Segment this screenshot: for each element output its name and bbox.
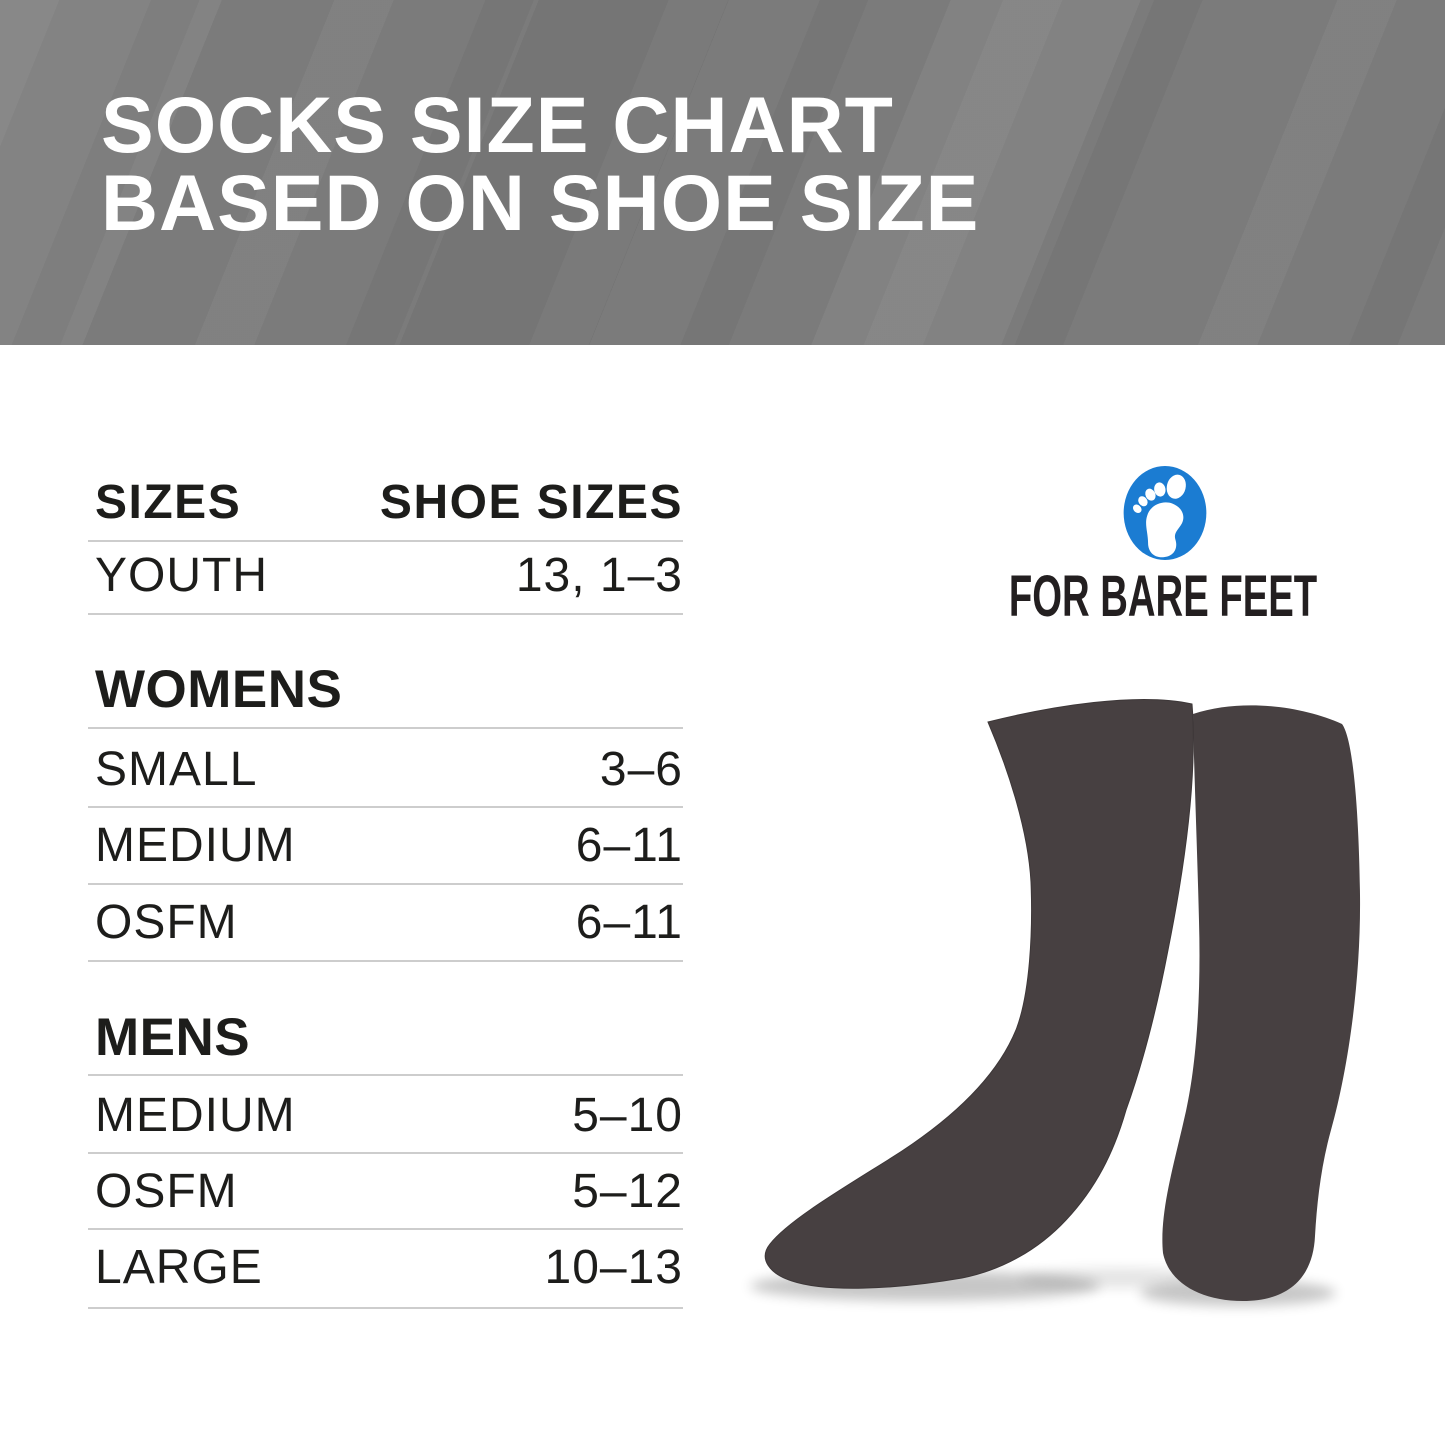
page-title-line1: SOCKS SIZE CHART	[101, 80, 894, 169]
table-row-womens-medium: MEDIUM 6–11	[95, 817, 683, 873]
table-row-mens-osfm: OSFM 5–12	[95, 1163, 683, 1219]
divider	[88, 960, 683, 962]
footprint-icon	[1123, 466, 1207, 560]
table-row-mens-large: LARGE 10–13	[95, 1239, 683, 1295]
divider	[88, 1152, 683, 1154]
table-row-womens-osfm: OSFM 6–11	[95, 894, 683, 950]
shoe-size-cell: 3–6	[599, 742, 683, 796]
shoe-size-cell: 13, 1–3	[515, 548, 683, 602]
shoe-size-cell: 5–10	[572, 1088, 683, 1142]
size-cell: OSFM	[95, 1164, 238, 1218]
column-header-sizes: SIZES	[95, 475, 242, 529]
shoe-size-cell: 5–12	[572, 1164, 683, 1218]
table-header-row: SIZES SHOE SIZES	[95, 474, 683, 530]
divider	[88, 727, 683, 729]
divider	[88, 1228, 683, 1230]
sock-shadow-mid	[1020, 1268, 1220, 1288]
shoe-size-cell: 10–13	[544, 1240, 683, 1294]
size-cell: MEDIUM	[95, 818, 296, 872]
table-row-womens-small: SMALL 3–6	[95, 741, 683, 797]
divider	[88, 540, 683, 542]
shoe-size-cell: 6–11	[575, 895, 683, 949]
socks-illustration	[750, 698, 1361, 1306]
divider	[88, 883, 683, 885]
divider	[88, 1307, 683, 1309]
header-banner: SOCKS SIZE CHART BASED ON SHOE SIZE	[0, 0, 1445, 345]
size-cell: LARGE	[95, 1240, 263, 1294]
size-cell: YOUTH	[95, 548, 268, 602]
table-row-mens-medium: MEDIUM 5–10	[95, 1087, 683, 1143]
divider	[88, 806, 683, 808]
section-label-mens: MENS	[95, 1007, 251, 1067]
page-title: SOCKS SIZE CHART BASED ON SHOE SIZE	[101, 80, 980, 247]
divider	[88, 613, 683, 615]
size-cell: MEDIUM	[95, 1088, 296, 1142]
table-row-youth: YOUTH 13, 1–3	[95, 547, 683, 603]
sock-back	[1162, 705, 1361, 1301]
divider	[88, 1074, 683, 1076]
shoe-size-cell: 6–11	[575, 818, 683, 872]
column-header-shoe-sizes: SHOE SIZES	[379, 475, 683, 529]
sock-front	[764, 698, 1194, 1289]
size-cell: SMALL	[95, 742, 258, 796]
page-title-line2: BASED ON SHOE SIZE	[101, 158, 980, 247]
section-label-womens: WOMENS	[95, 659, 343, 719]
brand-name: FOR BARE FEET	[1008, 563, 1318, 629]
size-cell: OSFM	[95, 895, 238, 949]
